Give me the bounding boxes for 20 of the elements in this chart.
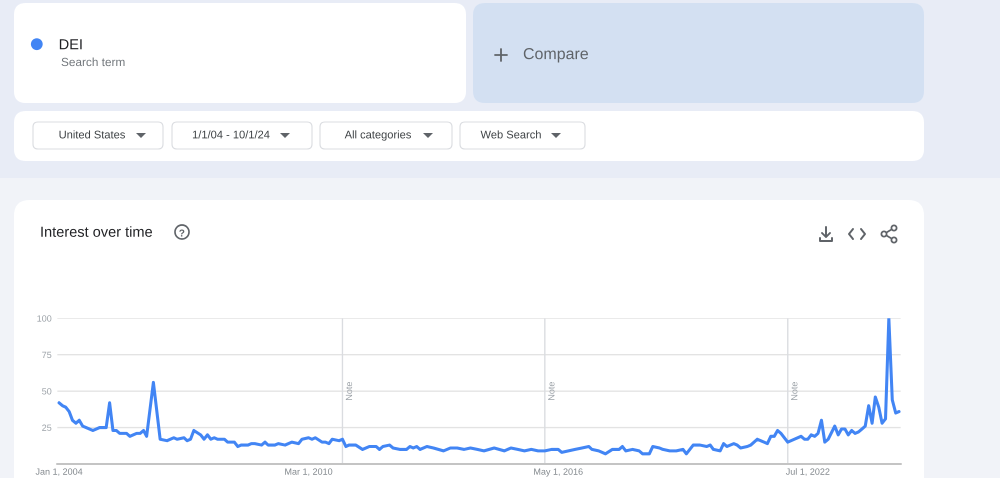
chart-title: Interest over time (41, 226, 152, 237)
ref-line-label: Note (791, 382, 798, 400)
y-tick-label: 100 (37, 315, 52, 322)
ref-line-label: Note (346, 382, 352, 400)
line-series (58, 318, 901, 456)
text: Web Search (480, 130, 541, 138)
text: Compare (524, 48, 588, 62)
x-tick-label: Jul 1, 2022 (786, 468, 830, 476)
y-tick-label: 50 (42, 388, 52, 395)
ref-line-label: Note (548, 382, 555, 400)
y-tick-label: 75 (42, 352, 52, 358)
text: Search term (62, 58, 125, 66)
legend-label: DEI (60, 39, 82, 50)
x-tick-label: Mar 1, 2010 (285, 468, 332, 476)
text: All categories (344, 130, 411, 141)
text: 1/1/04 - 10/1/24 (192, 130, 270, 138)
y-tick-label: 25 (42, 424, 52, 431)
x-tick-label: Jan 1, 2004 (36, 468, 82, 476)
text: United States (60, 130, 125, 138)
x-tick-label: May 1, 2016 (534, 468, 583, 477)
